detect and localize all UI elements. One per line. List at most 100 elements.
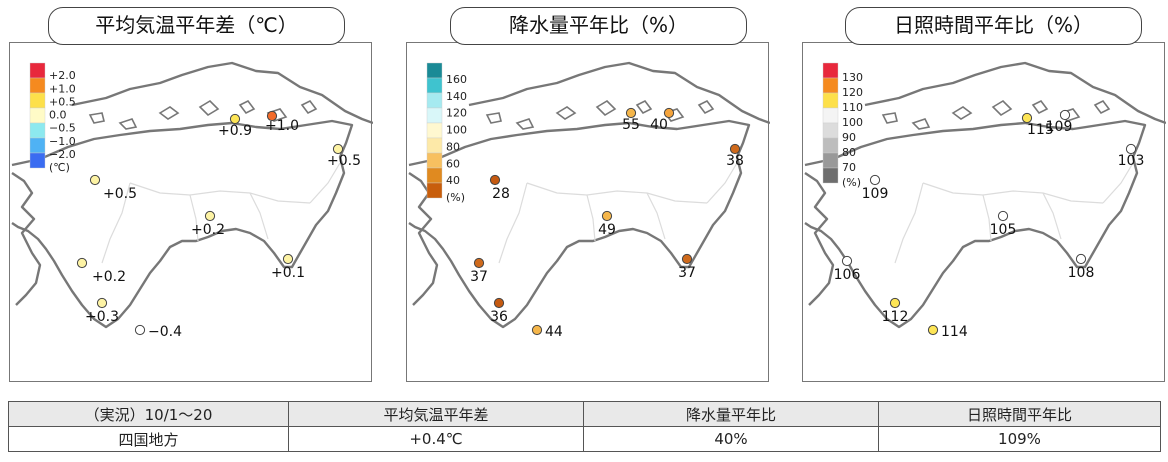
map-legend: 160 140 120 100 80 60 40 (%): [426, 62, 467, 204]
station-label: 105: [990, 222, 1017, 238]
station-label: 38: [726, 153, 744, 169]
legend-swatch: [426, 77, 443, 94]
station-label: 114: [941, 324, 968, 340]
station-label: 37: [678, 265, 696, 281]
station-label: 103: [1118, 153, 1145, 169]
legend-label: 110: [842, 101, 863, 114]
island-outline: [300, 99, 318, 115]
station-marker: [493, 297, 505, 309]
honshu-coastline: [864, 61, 1166, 125]
header-period: （実況）10/1～20: [8, 401, 289, 427]
station-label: 106: [834, 267, 861, 283]
temp-map-panel: +2.0 +1.0 +0.5 0.0 −0.5 −1.0 −2.0 (℃) +1.0 +0.9 +0…: [9, 42, 373, 382]
island-outline: [951, 106, 973, 120]
station-label: 109: [1046, 119, 1073, 135]
station-marker: [96, 297, 108, 309]
station-marker: [997, 210, 1009, 222]
station-label: +1.0: [265, 118, 299, 134]
station-marker: [1021, 112, 1033, 124]
prefecture-border: [101, 182, 131, 264]
legend-swatch: [822, 167, 839, 184]
island-outline: [635, 99, 653, 115]
legend-swatch: [29, 62, 46, 79]
station-marker: [1125, 143, 1137, 155]
station-marker: [473, 257, 485, 269]
legend-label: (%): [842, 176, 861, 189]
station-label: 44: [545, 324, 563, 340]
legend-swatch: [29, 92, 46, 109]
legend-swatch: [822, 62, 839, 79]
station-marker: [729, 143, 741, 155]
island-outline: [911, 118, 931, 130]
station-label: −0.4: [148, 324, 182, 340]
legend-label: −2.0: [49, 148, 76, 161]
legend-label: (℃): [49, 161, 70, 174]
legend-swatch: [822, 152, 839, 169]
legend-label: 60: [446, 157, 460, 170]
station-label: +0.2: [92, 269, 126, 285]
prefecture-border: [706, 162, 738, 204]
legend-label: +1.0: [49, 82, 76, 95]
station-marker: [489, 174, 501, 186]
legend-label: 120: [446, 107, 467, 120]
header-temp: 平均気温平年差: [288, 401, 584, 427]
prefecture-border: [922, 182, 1104, 204]
legend-swatch: [426, 122, 443, 139]
sun-map-panel: 130 120 110 100 90 80 70 (%) 115 109 103 109 105 106 1…: [802, 42, 1166, 382]
station-marker: [663, 107, 675, 119]
island-outline: [198, 99, 220, 117]
legend-swatch: [822, 107, 839, 124]
island-outline: [555, 106, 577, 120]
station-label: 112: [882, 309, 909, 325]
island-outline: [881, 112, 898, 124]
island-outline: [485, 112, 502, 124]
legend-swatch: [29, 122, 46, 139]
island-outline: [991, 99, 1013, 117]
prefecture-border: [189, 194, 199, 242]
station-marker: [76, 257, 88, 269]
legend-swatch: [29, 77, 46, 94]
header-precip: 降水量平年比: [583, 401, 879, 427]
legend-swatch: [29, 152, 46, 169]
station-label: +0.5: [327, 153, 361, 169]
station-markers: 55 40 38 28 49 37 37 36 44: [470, 107, 744, 340]
cell-temp: +0.4℃: [288, 426, 584, 452]
prefecture-border: [249, 192, 269, 240]
prefecture-border: [129, 182, 311, 204]
prefecture-border: [894, 182, 924, 264]
island-outline: [158, 106, 180, 120]
legend-label: 80: [446, 140, 460, 153]
summary-header-row: （実況）10/1～20 平均気温平年差 降水量平年比 日照時間平年比: [8, 401, 1161, 427]
island-outline: [88, 112, 105, 124]
legend-swatch: [426, 92, 443, 109]
prefecture-border: [526, 182, 708, 204]
kyushu-coastline: [408, 172, 439, 306]
prefecture-border: [646, 192, 666, 240]
map-geography: [408, 61, 770, 329]
station-marker: [332, 143, 344, 155]
prefecture-border: [309, 162, 341, 204]
summary-data-row: 四国地方 +0.4℃ 40% 109%: [8, 426, 1161, 452]
station-markers: +1.0 +0.9 +0.5 +0.5 +0.2 +0.2 +0.1 +0.3 −0.4: [76, 110, 361, 340]
station-label: +0.5: [103, 186, 137, 202]
station-label: +0.1: [271, 265, 305, 281]
legend-label: 140: [446, 90, 467, 103]
station-marker: [1075, 253, 1087, 265]
honshu-coastline: [468, 61, 770, 125]
legend-swatch: [426, 167, 443, 184]
sun-panel-title: 日照時間平年比（%）: [845, 7, 1142, 45]
station-label: 49: [598, 222, 616, 238]
header-sun: 日照時間平年比: [878, 401, 1161, 427]
island-outline: [515, 118, 535, 130]
legend-label: 0.0: [49, 109, 67, 122]
legend-label: 70: [842, 161, 856, 174]
legend-label: +0.5: [49, 95, 76, 108]
kyushu-coastline: [804, 172, 835, 306]
station-label: 28: [492, 186, 510, 202]
legend-swatch: [29, 107, 46, 124]
island-outline: [118, 118, 138, 130]
shikoku-coastline: [804, 119, 1147, 329]
station-marker: [282, 253, 294, 265]
station-label: 36: [490, 309, 508, 325]
